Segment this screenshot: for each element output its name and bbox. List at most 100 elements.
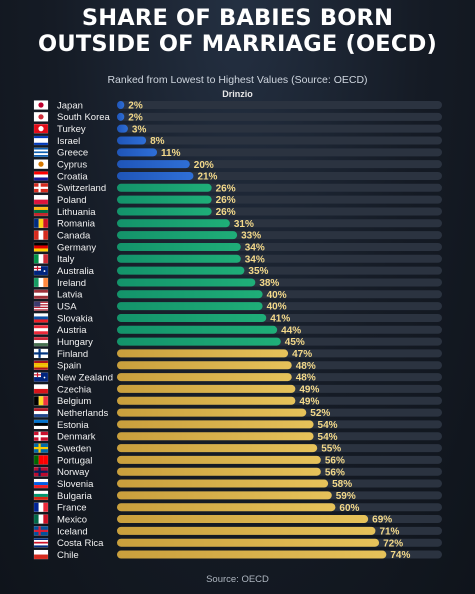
country-label: Greece	[57, 148, 88, 159]
bar-row: Germany 34%	[33, 242, 442, 254]
bar	[117, 313, 267, 322]
value-label: 26%	[216, 183, 236, 194]
flag-icon	[33, 443, 49, 453]
bar	[117, 242, 241, 251]
flag-icon	[33, 159, 49, 169]
country-label: USA	[57, 302, 77, 313]
bar	[117, 503, 336, 512]
value-label: 52%	[310, 408, 330, 419]
country-label: Finland	[57, 349, 88, 360]
flag-icon	[33, 466, 49, 477]
bar-row: South Korea 2%	[33, 112, 442, 123]
bar-row: Romania 31%	[33, 218, 442, 230]
value-label: 54%	[318, 420, 338, 431]
bar-track	[117, 148, 442, 157]
flag-icon	[33, 407, 49, 418]
bar-row: Portugal 56%	[33, 455, 442, 467]
country-label: Sweden	[57, 443, 91, 454]
bar	[117, 479, 329, 488]
source-footer: Source: OECD	[206, 574, 269, 585]
bar	[117, 337, 281, 346]
bar	[117, 515, 369, 524]
country-label: Bulgaria	[57, 491, 93, 502]
bar-row: Israel 8%	[33, 135, 442, 147]
bar	[117, 278, 256, 287]
value-label: 33%	[241, 231, 261, 242]
flag-icon	[33, 183, 49, 193]
flag-icon	[33, 301, 49, 311]
country-label: Croatia	[57, 171, 88, 182]
value-label: 40%	[267, 302, 287, 313]
bar-row: Latvia 40%	[33, 289, 442, 301]
bar-track	[117, 124, 442, 133]
flag-icon	[33, 372, 49, 382]
value-label: 72%	[383, 538, 403, 549]
flag-icon	[33, 431, 49, 441]
bar-row: Ireland 38%	[33, 277, 442, 289]
bar-row: Switzerland 26%	[33, 183, 442, 194]
country-label: Romania	[57, 219, 96, 230]
country-label: Portugal	[57, 455, 92, 466]
value-label: 74%	[390, 550, 410, 561]
bar-track	[117, 101, 442, 109]
chart-subtitle: Ranked from Lowest to Highest Values (So…	[107, 74, 368, 86]
value-label: 34%	[245, 243, 265, 254]
bar-row: Italy 34%	[33, 254, 442, 265]
bar-row: Finland 47%	[33, 348, 442, 360]
country-label: Cyprus	[57, 160, 87, 171]
flag-icon	[33, 502, 49, 512]
bar	[117, 148, 158, 157]
country-label: Japan	[57, 100, 83, 111]
value-label: 44%	[281, 325, 301, 336]
bar	[117, 444, 318, 453]
bar	[117, 349, 289, 358]
bar	[117, 526, 376, 535]
value-label: 31%	[234, 219, 254, 230]
country-label: Ireland	[57, 278, 86, 289]
flag-icon	[33, 254, 49, 264]
value-label: 56%	[325, 467, 345, 478]
bar	[117, 124, 128, 133]
bar-row: Czechia 49%	[33, 384, 442, 396]
flag-icon	[33, 289, 49, 300]
bar	[117, 160, 190, 169]
value-label: 21%	[197, 172, 217, 183]
value-label: 2%	[128, 112, 143, 123]
value-label: 38%	[259, 278, 279, 289]
bar-row: Norway 56%	[33, 466, 442, 478]
country-label: Latvia	[57, 290, 83, 301]
country-label: Mexico	[57, 514, 87, 525]
country-label: Poland	[57, 195, 87, 206]
country-label: Spain	[57, 361, 81, 372]
country-label: Switzerland	[57, 183, 106, 194]
value-label: 55%	[321, 444, 341, 455]
country-label: Slovakia	[57, 313, 94, 324]
flag-icon	[33, 277, 49, 288]
country-label: Chile	[57, 550, 79, 561]
value-label: 35%	[248, 266, 268, 277]
bar	[117, 101, 125, 109]
bar-row: Netherlands 52%	[33, 407, 442, 419]
country-label: Canada	[57, 231, 91, 242]
value-label: 49%	[299, 385, 319, 396]
bar-row: Greece 11%	[33, 147, 442, 159]
watermark: Drinzio	[222, 89, 253, 99]
flag-icon	[33, 206, 49, 217]
country-label: France	[57, 503, 87, 514]
bar	[117, 290, 263, 299]
value-label: 41%	[270, 314, 290, 325]
flag-icon	[33, 194, 49, 205]
bar-row: Turkey 3%	[33, 123, 442, 135]
country-label: Norway	[57, 467, 89, 478]
value-label: 54%	[318, 432, 338, 443]
bar	[117, 325, 278, 334]
bar	[117, 266, 245, 275]
country-label: Hungary	[57, 337, 93, 348]
flag-icon	[33, 100, 49, 110]
bar	[117, 408, 307, 417]
bar	[117, 195, 212, 204]
bar	[117, 420, 314, 429]
bar-row: Croatia 21%	[33, 171, 442, 183]
country-label: Estonia	[57, 420, 89, 431]
bar-row: Estonia 54%	[33, 419, 442, 431]
